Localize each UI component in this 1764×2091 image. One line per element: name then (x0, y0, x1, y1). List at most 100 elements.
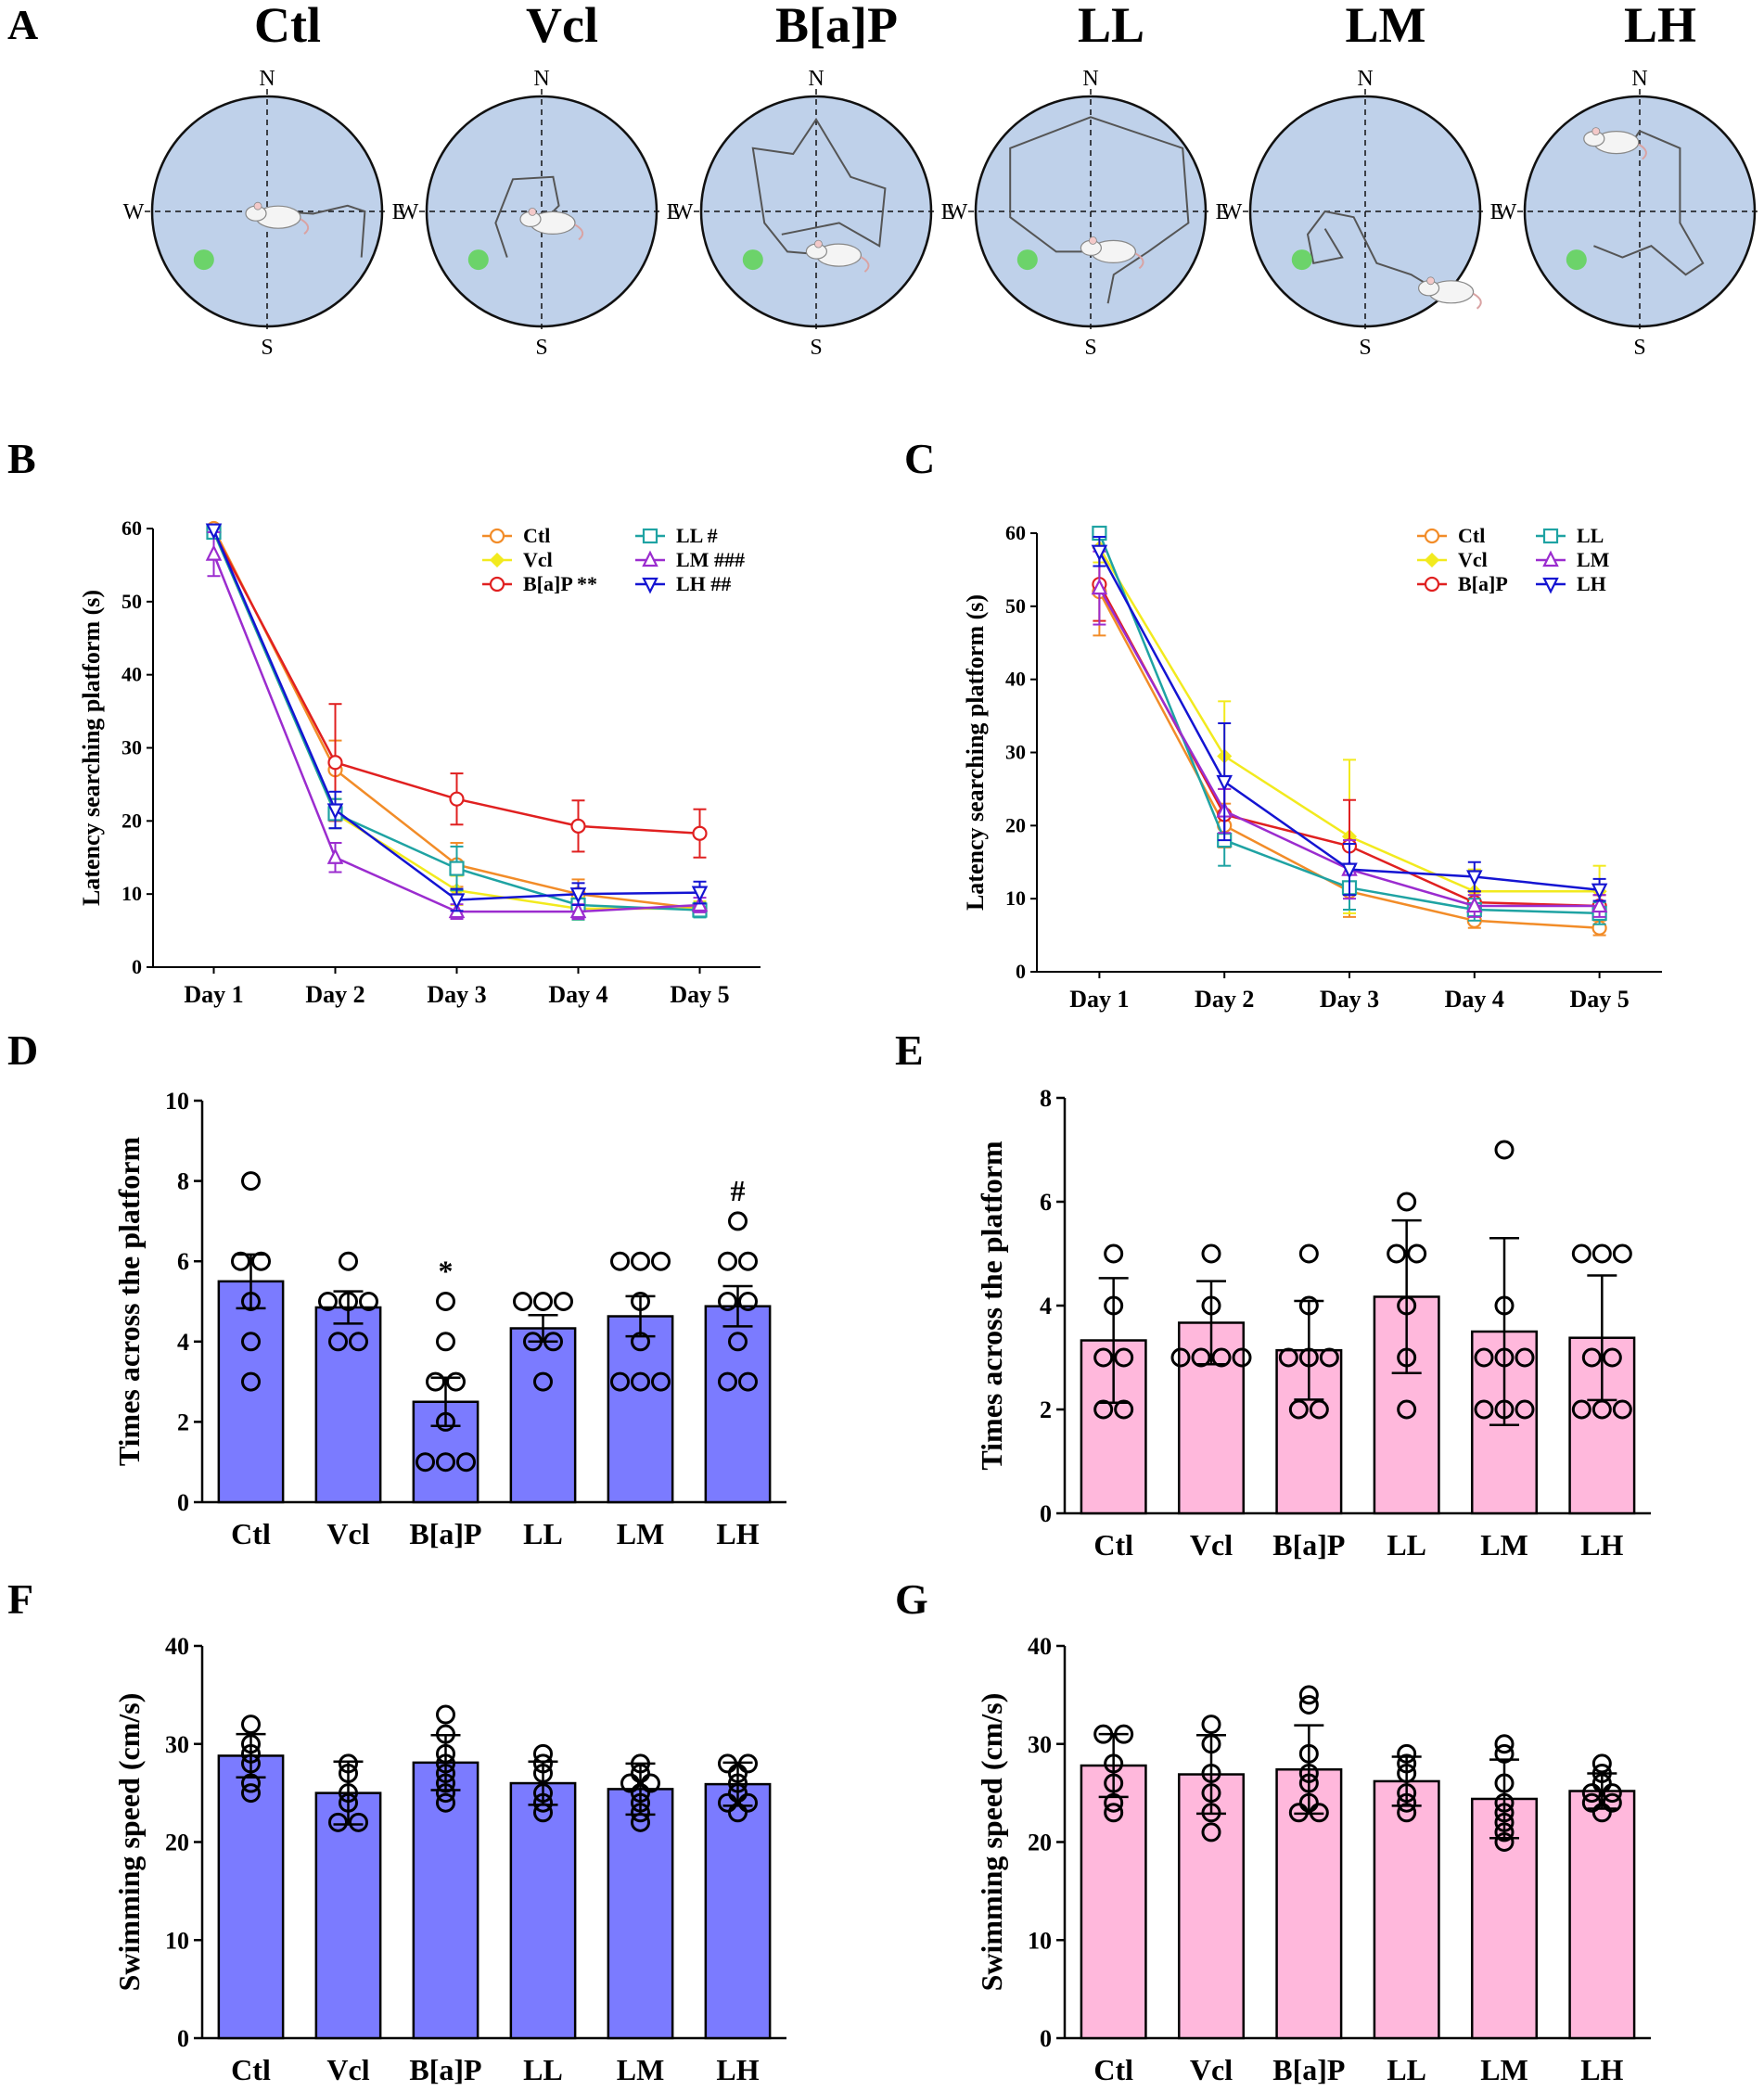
data-point (436, 1452, 455, 1473)
chart-e-platform-crossings: 0 2 4 6 8 Times across the platform Ctl Vcl B[a]… (975, 1085, 1651, 1562)
legend-label: LL # (676, 524, 718, 547)
data-point (1104, 1803, 1124, 1823)
data-point (631, 1812, 650, 1832)
x-tick-label: Day 1 (1069, 986, 1129, 1013)
direction-e: E (392, 200, 406, 224)
direction-s: S (1359, 336, 1371, 360)
data-point (1397, 1295, 1417, 1316)
group-title: B[a]P (775, 0, 898, 53)
direction-s: S (1633, 336, 1645, 360)
data-point (436, 1704, 455, 1725)
data-point (1298, 1773, 1319, 1793)
data-point (1191, 1347, 1211, 1368)
y-axis-title: Swimming speed (cm/s) (975, 1693, 1008, 1992)
data-point (241, 1715, 261, 1735)
legend-B[a]P: B[a]P (1417, 572, 1508, 595)
x-tick-label: Day 2 (305, 981, 364, 1008)
x-tick-label: Day 4 (1445, 986, 1504, 1013)
chart-g-swimming-speed: 0 10 20 30 40 Swimming speed (cm/s) Ctl Vcl B[a]… (975, 1633, 1651, 2086)
x-tick-label: B[a]P (409, 2053, 481, 2086)
x-tick-label: LL (523, 2053, 563, 2086)
data-point (1201, 1243, 1221, 1264)
x-tick-label: LH (1580, 2053, 1623, 2086)
rat-icon (1583, 127, 1647, 160)
data-point (718, 1251, 737, 1271)
data-point (1091, 578, 1108, 595)
rat-ear (528, 207, 537, 216)
legend-label: Vcl (523, 548, 553, 571)
data-point (436, 1292, 455, 1311)
bar-Ctl (217, 1280, 285, 1504)
direction-n: N (1631, 67, 1647, 91)
data-point (1424, 552, 1440, 568)
y-tick-label: 40 (121, 663, 142, 686)
data-point (523, 1332, 543, 1352)
data-point (1201, 1803, 1221, 1823)
data-point (1298, 1243, 1319, 1264)
data-point (436, 1724, 455, 1744)
data-point (533, 1803, 553, 1823)
arena-5: LM N S E W (1221, 0, 1504, 360)
data-point (241, 1171, 261, 1192)
arena-6: LHNSEW (1496, 0, 1762, 360)
data-point (718, 1753, 737, 1774)
legend-label: B[a]P ** (523, 572, 597, 595)
data-point (241, 1753, 261, 1774)
bar-LH (704, 1782, 772, 2040)
x-tick-label: Ctl (231, 1517, 271, 1550)
direction-s: S (810, 336, 822, 360)
x-tick-label: Day 2 (1195, 986, 1254, 1013)
data-point (1494, 1140, 1515, 1160)
data-point (1201, 1763, 1221, 1783)
data-point (554, 1292, 573, 1311)
y-tick-label: 6 (177, 1248, 189, 1275)
legend-Ctl: Ctl (482, 524, 550, 547)
data-point (1494, 1832, 1515, 1852)
direction-e: E (941, 200, 955, 224)
data-point (1581, 1783, 1602, 1804)
bar-LL (509, 1327, 577, 1504)
x-tick-label: LM (1480, 2053, 1528, 2086)
direction-s: S (535, 336, 547, 360)
data-point (1494, 1399, 1515, 1420)
data-point (1494, 1295, 1515, 1316)
x-tick-label: Ctl (1093, 1528, 1133, 1562)
data-point (1494, 1734, 1515, 1754)
legend-B[a]P: B[a]P ** (482, 572, 597, 595)
data-point (1397, 1347, 1417, 1368)
x-tick-label: LM (617, 1517, 665, 1550)
data-point (326, 848, 344, 864)
platform-marker (1016, 249, 1038, 271)
y-tick-label: 10 (1028, 1927, 1052, 1954)
x-tick-label: Day 3 (1320, 986, 1379, 1013)
y-tick-label: 0 (132, 955, 142, 978)
x-tick-label: Ctl (1093, 2053, 1133, 2086)
data-point (1591, 1753, 1612, 1774)
data-point (738, 1292, 758, 1311)
direction-e: E (1216, 200, 1230, 224)
data-point (1494, 1792, 1515, 1813)
y-tick-label: 0 (1040, 2025, 1052, 2052)
data-point (642, 550, 658, 567)
data-point (339, 1763, 358, 1783)
data-point (1104, 1753, 1124, 1774)
x-tick-label: LH (1580, 1528, 1623, 1562)
y-tick-label: 2 (177, 1409, 189, 1435)
rat-tail (1638, 143, 1647, 160)
data-point (728, 1763, 748, 1783)
bar-Vcl (1177, 1773, 1246, 2040)
swim-path (751, 117, 887, 257)
data-point (1591, 1803, 1612, 1823)
data-point (436, 1753, 455, 1774)
y-tick-label: 20 (165, 1830, 189, 1856)
y-tick-label: 0 (1016, 960, 1026, 983)
data-point (631, 1763, 650, 1783)
platform-marker (742, 249, 763, 271)
legend-label: LM (1577, 548, 1610, 571)
data-point (251, 1251, 271, 1271)
significance-mark: # (731, 1174, 746, 1207)
data-point (1288, 1803, 1309, 1823)
y-tick-label: 8 (177, 1168, 189, 1195)
legend-LH: LH ## (635, 572, 731, 595)
bar-LH (704, 1305, 772, 1504)
